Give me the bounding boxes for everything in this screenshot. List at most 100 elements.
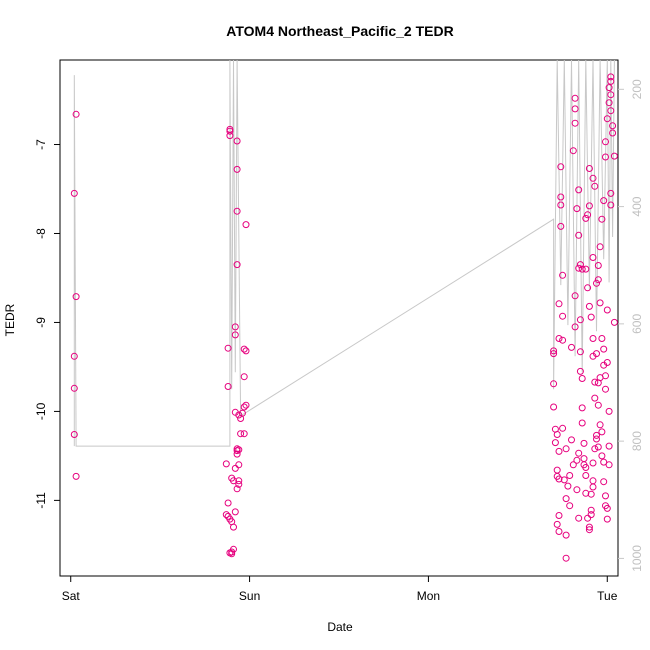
data-point [575,449,583,457]
data-point [573,456,581,464]
data-point [568,343,575,351]
data-point [603,306,611,314]
data-point [587,313,595,321]
data-point [585,526,593,534]
data-point [607,73,615,81]
data-point [585,523,593,531]
data-point [605,84,613,92]
data-point [235,446,243,454]
data-point [553,466,561,474]
data-point [70,189,78,197]
data-point [605,442,613,450]
data-point [550,380,558,388]
data-point [224,344,232,352]
data-point [555,300,563,308]
data-point [607,189,615,197]
data-point [235,411,243,419]
data-point [242,347,250,355]
data-point [605,461,613,469]
y-axis: -7 -8 -9 -10 -11 [34,139,60,509]
data-point [70,384,78,392]
secondary-y-tick-label: 1000 [630,545,644,572]
data-point [575,186,583,194]
secondary-y-tick-label: 600 [630,314,644,334]
data-point [576,316,584,324]
data-point [591,378,599,386]
data-point [222,460,230,468]
data-point [576,367,584,375]
data-point [557,222,565,230]
data-point [240,403,248,411]
data-point [555,447,563,455]
data-point [559,312,567,320]
data-point [553,520,561,528]
data-point [600,478,608,486]
x-tick-label: Mon [417,589,440,603]
data-point [578,375,586,382]
data-point [240,373,248,381]
data-point [550,347,558,355]
data-point [594,276,602,284]
data-point [596,421,604,429]
data-point [70,352,78,360]
data-point [557,193,565,201]
x-axis-label: Date [327,620,353,634]
data-point [555,475,563,483]
data-point [584,284,592,292]
data-point [72,110,80,118]
data-point [230,477,237,485]
x-tick-label: Sun [239,589,260,603]
data-point [240,430,248,438]
data-point [571,323,579,331]
data-point [230,545,237,553]
data-point [576,261,584,269]
data-point [566,502,574,510]
data-point [235,477,243,485]
data-point [575,264,583,272]
data-point [235,480,243,488]
data-point [600,458,608,466]
data-point [233,261,241,269]
data-point [587,511,595,519]
data-point [566,472,574,479]
data-point [598,452,606,460]
data-point [603,359,611,366]
data-point [238,409,246,417]
data-point [589,254,597,261]
data-point [580,439,588,447]
data-point [585,302,593,310]
data-point [551,439,559,447]
data-point [584,514,592,522]
data-point [578,265,586,273]
data-point [594,401,602,409]
data-point [603,504,611,512]
data-point [560,476,568,484]
data-point [589,459,597,467]
data-point [580,455,588,463]
data-point [584,211,592,219]
data-point [598,428,606,436]
data-point [603,515,611,523]
data-point [559,271,567,279]
data-point [233,485,241,493]
data-point [226,127,234,135]
data-point [610,152,618,160]
data-point [562,495,570,503]
data-point [233,450,241,458]
data-point [568,436,575,444]
data-point [573,205,581,213]
data-point [573,486,581,494]
data-point [555,528,563,535]
data-point [562,445,570,453]
data-point [228,518,236,526]
data-point [598,215,606,223]
data-point [70,431,78,438]
data-point [557,163,565,171]
data-point [589,483,597,491]
data-point [242,401,250,409]
data-point [550,403,558,411]
data-point [222,511,230,519]
data-point [72,293,80,301]
data-points-group [70,73,618,562]
